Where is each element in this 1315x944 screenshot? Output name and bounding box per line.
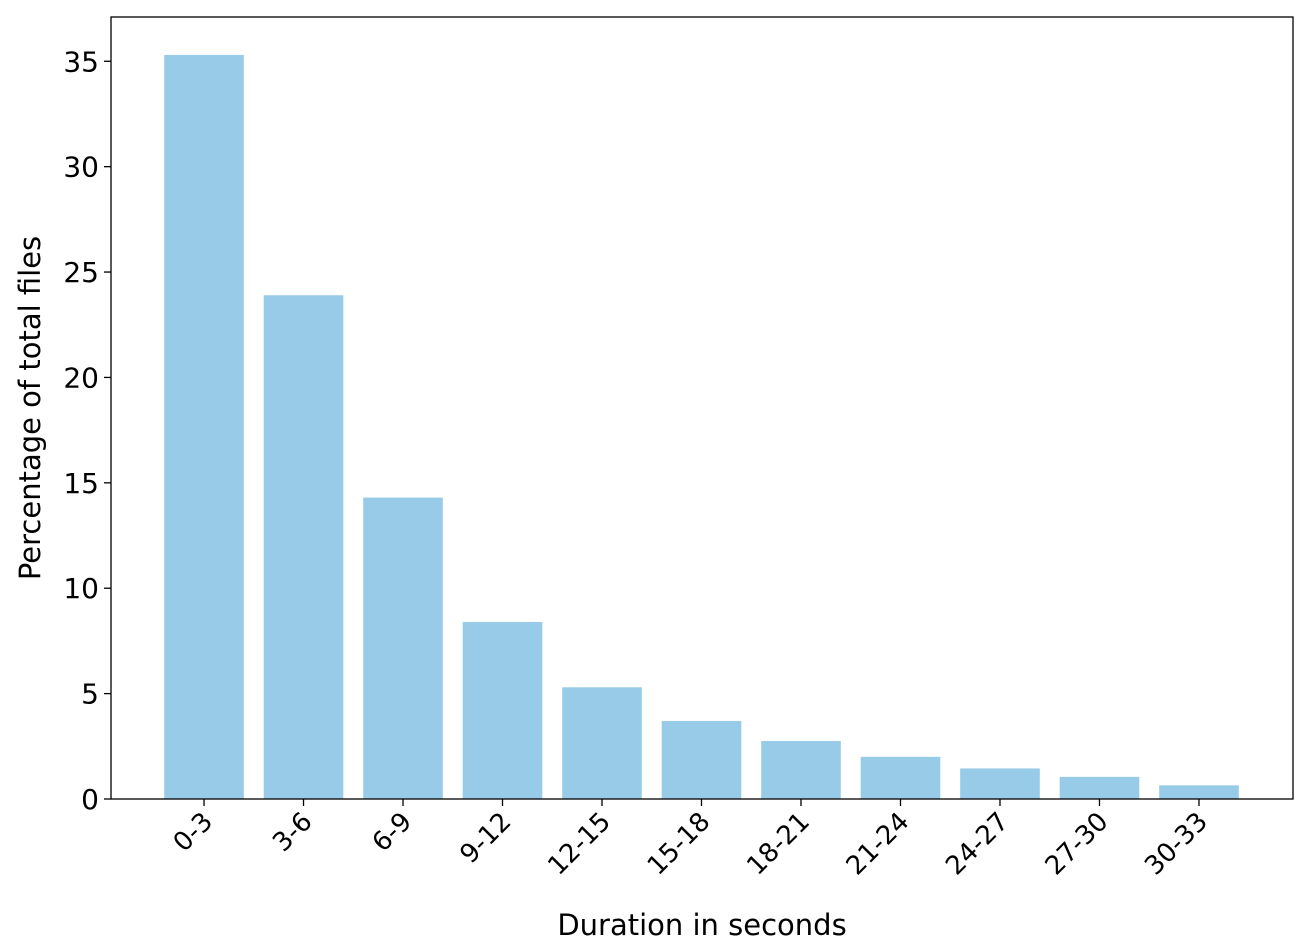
bar-0-3 xyxy=(164,54,244,800)
y-tick-label: 5 xyxy=(81,678,99,711)
x-tick-label: 12-15 xyxy=(542,807,617,882)
x-tick-label: 21-24 xyxy=(841,807,916,882)
bar-15-18 xyxy=(661,721,742,799)
x-tick-label: 3-6 xyxy=(267,807,318,858)
y-axis-label: Percentage of total files xyxy=(13,236,47,580)
y-tick-label: 25 xyxy=(63,256,99,289)
bars xyxy=(164,54,1239,800)
y-tick-label: 30 xyxy=(63,151,99,184)
y-tick-label: 20 xyxy=(63,361,99,394)
bar-21-24 xyxy=(860,756,941,799)
bar-6-9 xyxy=(363,497,443,799)
bar-27-30 xyxy=(1059,776,1140,799)
bar-12-15 xyxy=(562,687,642,799)
x-tick-label: 15-18 xyxy=(642,807,717,882)
x-tick-label: 18-21 xyxy=(741,807,816,882)
x-tick-label: 0-3 xyxy=(168,807,219,858)
x-tick-label: 30-33 xyxy=(1139,807,1214,882)
y-tick-label: 0 xyxy=(81,783,99,816)
x-tick-label: 24-27 xyxy=(940,807,1015,882)
x-axis: 0-3 3-6 6-9 9-12 12-15 15-18 18-21 21-24 24-27 27… xyxy=(168,799,1214,881)
x-tick-label: 27-30 xyxy=(1040,807,1115,882)
x-tick-label: 9-12 xyxy=(455,807,518,870)
y-tick-label: 15 xyxy=(63,467,99,500)
bar-3-6 xyxy=(263,295,344,799)
bar-30-33 xyxy=(1159,785,1239,799)
bar-9-12 xyxy=(462,621,543,799)
x-axis-label: Duration in seconds xyxy=(557,908,846,940)
bar-18-21 xyxy=(761,741,841,799)
y-tick-label: 10 xyxy=(63,572,99,605)
y-tick-label: 35 xyxy=(63,45,99,78)
x-tick-label: 6-9 xyxy=(367,807,418,858)
y-axis: 0 5 10 15 20 25 30 35 xyxy=(63,45,111,816)
bar-24-27 xyxy=(960,768,1040,799)
